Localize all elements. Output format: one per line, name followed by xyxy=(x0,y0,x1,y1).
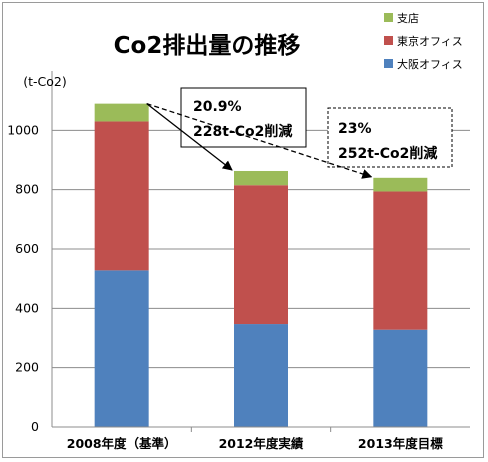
bar-segment xyxy=(234,324,288,427)
bar-segment xyxy=(94,270,149,427)
legend-label: 支店 xyxy=(397,11,419,25)
x-tick-label: 2008年度（基準） xyxy=(67,436,177,451)
annotation-percent: 23% xyxy=(338,121,372,137)
y-tick-label: 600 xyxy=(15,241,39,256)
annotation-reduction: 228t-Co2削減 xyxy=(193,123,292,140)
legend-swatch xyxy=(384,13,393,22)
annotation-box xyxy=(327,107,453,168)
bar-segment xyxy=(373,177,428,192)
y-unit-label: (t-Co2) xyxy=(23,74,67,89)
x-tick-label: 2012年度実績 xyxy=(219,436,304,451)
chart-title: Co2排出量の推移 xyxy=(114,33,301,59)
annotation-arrow xyxy=(146,103,233,171)
bar-segment xyxy=(373,191,428,330)
x-tick-label: 2013年度目標 xyxy=(358,436,443,451)
y-tick-label: 800 xyxy=(15,182,39,197)
bar-segment xyxy=(373,329,428,427)
legend-label: 東京オフィス xyxy=(397,34,463,48)
annotation-percent: 20.9% xyxy=(193,99,242,115)
y-tick-label: 0 xyxy=(31,419,39,434)
legend-swatch xyxy=(384,36,393,45)
y-tick-label: 1000 xyxy=(7,122,39,137)
bar-segment xyxy=(94,103,149,122)
legend-label: 大阪オフィス xyxy=(397,57,463,71)
bar-segment xyxy=(234,185,288,325)
y-tick-label: 200 xyxy=(15,360,39,375)
legend-swatch xyxy=(384,59,393,68)
annotation-arrow xyxy=(146,103,373,179)
annotation-box xyxy=(180,87,307,148)
annotation-reduction: 252t-Co2削減 xyxy=(338,145,437,162)
y-tick-label: 400 xyxy=(15,300,39,315)
bar-segment xyxy=(94,121,149,271)
bar-segment xyxy=(234,170,288,186)
